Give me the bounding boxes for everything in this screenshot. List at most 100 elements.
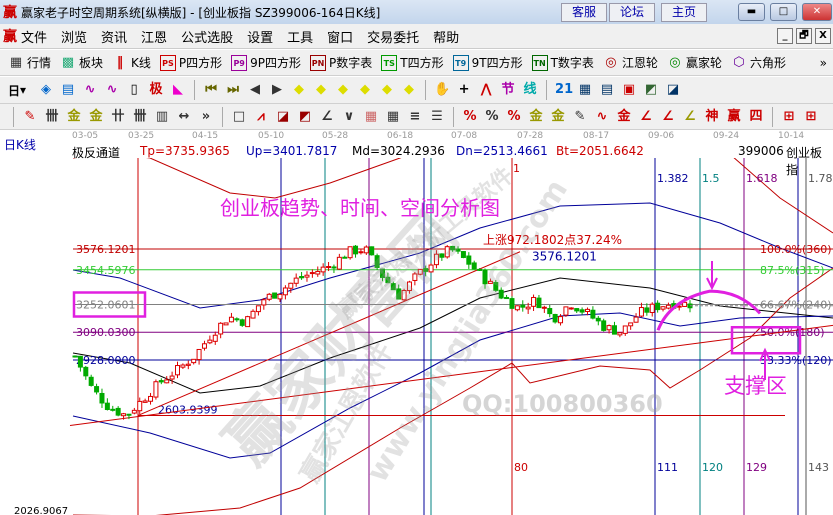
toolbar-winner-wheel-button[interactable]: ◎ 赢家轮 xyxy=(667,54,722,71)
save-icon[interactable]: ▣ xyxy=(622,82,636,97)
toolbar-p9-button[interactable]: P9 9P四方形 xyxy=(231,54,301,71)
diamond-h-icon[interactable]: ◆ xyxy=(338,82,349,97)
menu-news[interactable]: 资讯 xyxy=(101,30,128,46)
left-icon[interactable]: ◀ xyxy=(250,82,261,97)
gold-box-icon[interactable]: 金 xyxy=(617,108,631,124)
grid2-icon[interactable]: ▦ xyxy=(386,108,400,124)
first-icon[interactable]: ⏮ xyxy=(205,82,217,97)
mdi-restore-button[interactable]: 🗗 xyxy=(796,28,812,44)
toolbar-ps-button[interactable]: PS P四方形 xyxy=(159,54,222,71)
network-icon[interactable]: ◩ xyxy=(644,82,658,97)
bar-icon[interactable]: ▯ xyxy=(130,82,138,97)
xian-icon[interactable]: 线 xyxy=(523,82,537,97)
percent-slash-icon[interactable]: % xyxy=(463,108,477,124)
doc-icon[interactable]: ▤ xyxy=(61,82,75,97)
menu-trade[interactable]: 交易委托 xyxy=(367,30,420,46)
vee-icon[interactable]: ∨ xyxy=(343,108,355,124)
line-icon[interactable]: ⋀ xyxy=(480,82,492,97)
percent-icon[interactable]: % xyxy=(485,108,499,124)
close-button[interactable]: ✕ xyxy=(802,3,832,21)
kline-chart[interactable]: 3576.1201 100.0%(360) 3454.5976 87.5%(315) 3… xyxy=(0,158,833,515)
comb-icon[interactable]: 卄 xyxy=(111,108,125,124)
menu-file[interactable]: 文件 xyxy=(21,30,48,46)
toolbar-blocks-button[interactable]: ▩ 板块 xyxy=(60,54,103,71)
calendar-icon[interactable]: 21 xyxy=(555,82,574,97)
chart-icon[interactable]: ◈ xyxy=(41,82,52,97)
gold2-icon[interactable]: 金 xyxy=(89,108,103,124)
toolbar-grid-button[interactable]: ▦ 行情 xyxy=(8,54,51,71)
minimize-button[interactable]: ▬ xyxy=(738,3,765,21)
si-angle-icon[interactable]: 四 xyxy=(749,108,763,124)
extreme-icon[interactable]: 极 xyxy=(149,82,163,97)
mdi-close-button[interactable]: X xyxy=(815,28,831,44)
toolbar-tn-button[interactable]: TN T数字表 xyxy=(531,54,594,71)
menu-browse[interactable]: 浏览 xyxy=(61,30,88,46)
toolbar-gann-wheel-button[interactable]: ◎ 江恩轮 xyxy=(603,54,658,71)
menu-formula[interactable]: 公式选股 xyxy=(181,30,234,46)
menu-gann[interactable]: 江恩 xyxy=(141,30,168,46)
menu-tools[interactable]: 工具 xyxy=(287,30,314,46)
wave9-icon[interactable]: ∿ xyxy=(106,82,118,97)
ying-angle-icon[interactable]: 赢 xyxy=(727,108,741,124)
gold1-icon[interactable]: 金 xyxy=(67,108,81,124)
table2-icon[interactable]: ⊞ xyxy=(805,108,817,124)
maximize-button[interactable]: □ xyxy=(770,3,797,21)
candle-body xyxy=(353,245,359,255)
flag-icon[interactable]: ◣ xyxy=(173,82,184,97)
menu-window[interactable]: 窗口 xyxy=(327,30,354,46)
homepage-link[interactable]: 主页 xyxy=(661,3,707,22)
fan-box2-icon[interactable]: ◩ xyxy=(298,108,312,124)
forum-link[interactable]: 论坛 xyxy=(609,3,655,22)
toolbar-candles-button[interactable]: ‖ K线 xyxy=(112,54,151,71)
toolbar-t9-button[interactable]: T9 9T四方形 xyxy=(452,54,523,71)
service-link[interactable]: 客服 xyxy=(561,3,607,22)
diamond-star-icon[interactable]: ◆ xyxy=(382,82,393,97)
ruler-icon[interactable]: ▥ xyxy=(155,108,169,124)
gold-circle-icon[interactable]: 金 xyxy=(529,108,543,124)
hand-icon[interactable]: ✋ xyxy=(434,82,451,97)
toolbar-hexagon-button[interactable]: ⬡ 六角形 xyxy=(731,54,786,71)
wave3-icon[interactable]: ∿ xyxy=(84,82,96,97)
table1-icon[interactable]: ⊞ xyxy=(783,108,795,124)
hash-icon[interactable]: 卌 xyxy=(45,108,59,124)
period-dropdown[interactable]: 日 ▾ xyxy=(8,83,27,98)
toolbar-pn-button[interactable]: PN P数字表 xyxy=(310,54,372,71)
candle-body xyxy=(99,392,105,404)
candle-body xyxy=(417,268,423,275)
fan-box-icon[interactable]: ◪ xyxy=(276,108,290,124)
gold-lines-icon[interactable]: 金 xyxy=(551,108,565,124)
pen2-icon[interactable]: ✎ xyxy=(574,108,586,124)
list-icon[interactable]: ▤ xyxy=(600,82,614,97)
calculator-icon[interactable]: ▦ xyxy=(578,82,592,97)
menu-help[interactable]: 帮助 xyxy=(433,30,460,46)
menu-settings[interactable]: 设置 xyxy=(247,30,274,46)
gold-angle-icon[interactable]: ∠ xyxy=(684,108,696,124)
lines-icon[interactable]: ≡ xyxy=(409,108,421,124)
shen-angle-icon[interactable]: 神 xyxy=(705,108,719,124)
j-angle-icon[interactable]: ∠ xyxy=(640,108,652,124)
toolbar-ts-button[interactable]: TS T四方形 xyxy=(381,54,444,71)
diamond-v-icon[interactable]: ◆ xyxy=(404,82,415,97)
ladder-icon[interactable]: ☰ xyxy=(431,108,443,124)
crosshair-icon[interactable]: + xyxy=(458,82,470,97)
diamond-x-icon[interactable]: ◆ xyxy=(360,82,371,97)
mdi-minimize-button[interactable]: _ xyxy=(777,28,793,44)
last-icon[interactable]: ⏭ xyxy=(227,82,239,97)
pen-icon[interactable]: ✎ xyxy=(24,108,36,124)
grid1-icon[interactable]: ▦ xyxy=(364,108,378,124)
right-icon[interactable]: ▶ xyxy=(272,82,283,97)
diamond-left-icon[interactable]: ◆ xyxy=(294,82,305,97)
toolbar-more-button[interactable]: » xyxy=(819,55,827,70)
wave-box-icon[interactable]: ∿ xyxy=(596,108,608,124)
diamond-right-icon[interactable]: ◆ xyxy=(316,82,327,97)
printer-icon[interactable]: ◪ xyxy=(666,82,680,97)
f-angle-icon[interactable]: ∠ xyxy=(662,108,674,124)
more-icon[interactable]: » xyxy=(201,108,211,124)
percent-lines-icon[interactable]: % xyxy=(507,108,521,124)
jie-icon[interactable]: 节 xyxy=(501,82,515,97)
fan-icon[interactable]: ⩘ xyxy=(257,108,265,124)
box-icon[interactable]: □ xyxy=(232,108,246,124)
angle-icon[interactable]: ∠ xyxy=(321,108,333,124)
span-icon[interactable]: ↔ xyxy=(178,108,190,124)
hash2-icon[interactable]: 卌 xyxy=(133,108,147,124)
